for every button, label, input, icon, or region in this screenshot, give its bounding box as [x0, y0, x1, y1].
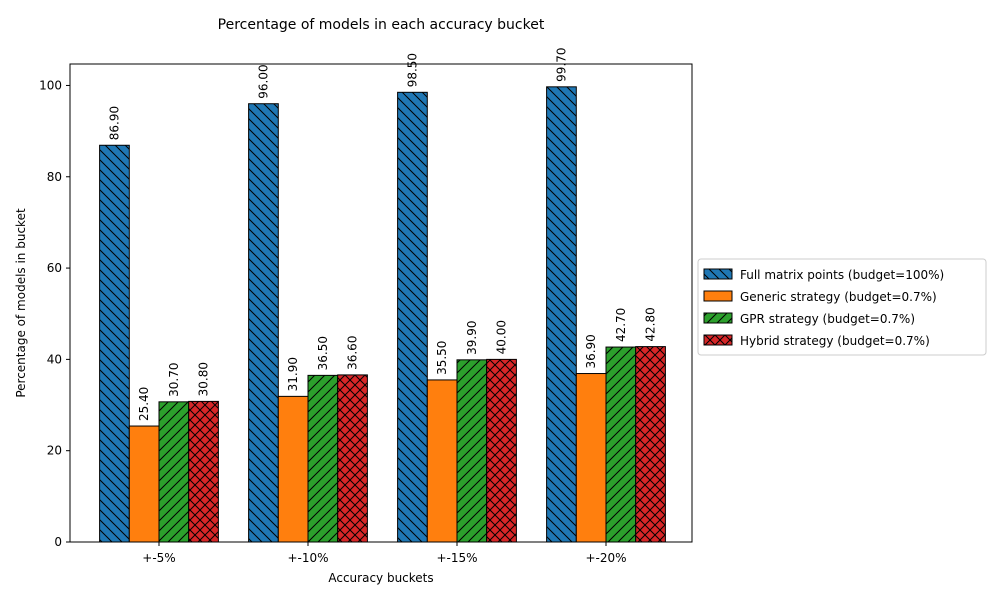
bar-value-label: 40.00	[495, 320, 509, 354]
bar-value-label: 30.80	[197, 362, 211, 396]
bar-value-label: 36.60	[346, 336, 360, 370]
bar	[575, 373, 607, 543]
y-tick-label: 20	[47, 444, 62, 458]
bar-value-label: 42.80	[644, 307, 658, 341]
bar	[337, 374, 368, 543]
bar-value-label: 96.00	[256, 64, 270, 98]
plot-frame	[69, 63, 693, 543]
bar	[99, 144, 130, 543]
y-tick-label: 100	[39, 78, 62, 92]
bar-value-label: 36.50	[316, 336, 330, 370]
bar	[486, 358, 517, 543]
bar	[248, 103, 279, 543]
y-tick-label: 80	[47, 170, 62, 184]
x-tick-label: +-15%	[436, 551, 477, 565]
legend-swatch	[703, 334, 733, 346]
legend-entry: Full matrix points (budget=100%)	[740, 268, 944, 282]
legend: Full matrix points (budget=100%) Generic …	[697, 258, 987, 356]
bar-value-label: 36.90	[584, 334, 598, 368]
x-tick-label: +-5%	[142, 551, 175, 565]
legend-entry: Hybrid strategy (budget=0.7%)	[740, 334, 930, 348]
bar	[277, 395, 309, 543]
x-tick-label: +-20%	[585, 551, 626, 565]
y-tick-label: 0	[54, 535, 62, 549]
x-tick-label: +-10%	[287, 551, 328, 565]
y-axis-ticks: 0 20 40 60 80 100	[39, 78, 70, 549]
bar	[635, 346, 666, 543]
legend-swatch	[703, 290, 733, 302]
x-axis-ticks: +-5% +-10% +-15% +-20%	[142, 542, 627, 565]
bar	[397, 91, 428, 543]
legend-box	[697, 258, 987, 356]
bar-value-label: 31.90	[286, 357, 300, 391]
legend-swatch	[703, 312, 733, 324]
bar-value-label: 39.90	[465, 320, 479, 354]
legend-entry: Generic strategy (budget=0.7%)	[740, 290, 937, 304]
legend-swatch	[703, 268, 733, 280]
bar-value-label: 25.40	[137, 387, 151, 421]
legend-entry: GPR strategy (budget=0.7%)	[740, 312, 915, 326]
bar-value-label: 42.70	[614, 308, 628, 342]
bar	[158, 401, 190, 543]
chart-title: Percentage of models in each accuracy bu…	[218, 17, 545, 33]
bar-value-label: 30.70	[167, 362, 181, 396]
bar-value-label: 99.70	[554, 47, 568, 81]
bar-value-label: 35.50	[435, 341, 449, 375]
bar-value-label: 98.50	[405, 53, 419, 87]
y-tick-label: 40	[47, 352, 62, 366]
bar-value-label: 86.90	[107, 106, 121, 140]
bar	[307, 374, 339, 543]
bar	[605, 346, 637, 543]
bar	[546, 86, 577, 543]
x-axis-label: Accuracy buckets	[328, 571, 433, 585]
bar	[426, 379, 458, 543]
bar	[188, 400, 219, 543]
data-labels-layer: 86.90 25.40 30.70 30.80 96.00 31.90 36.50 36.60…	[107, 47, 657, 421]
bar	[128, 425, 160, 543]
bar	[456, 359, 488, 543]
y-axis-label: Percentage of models in bucket	[14, 208, 28, 398]
bars-layer	[99, 86, 666, 543]
y-tick-label: 60	[47, 261, 62, 275]
